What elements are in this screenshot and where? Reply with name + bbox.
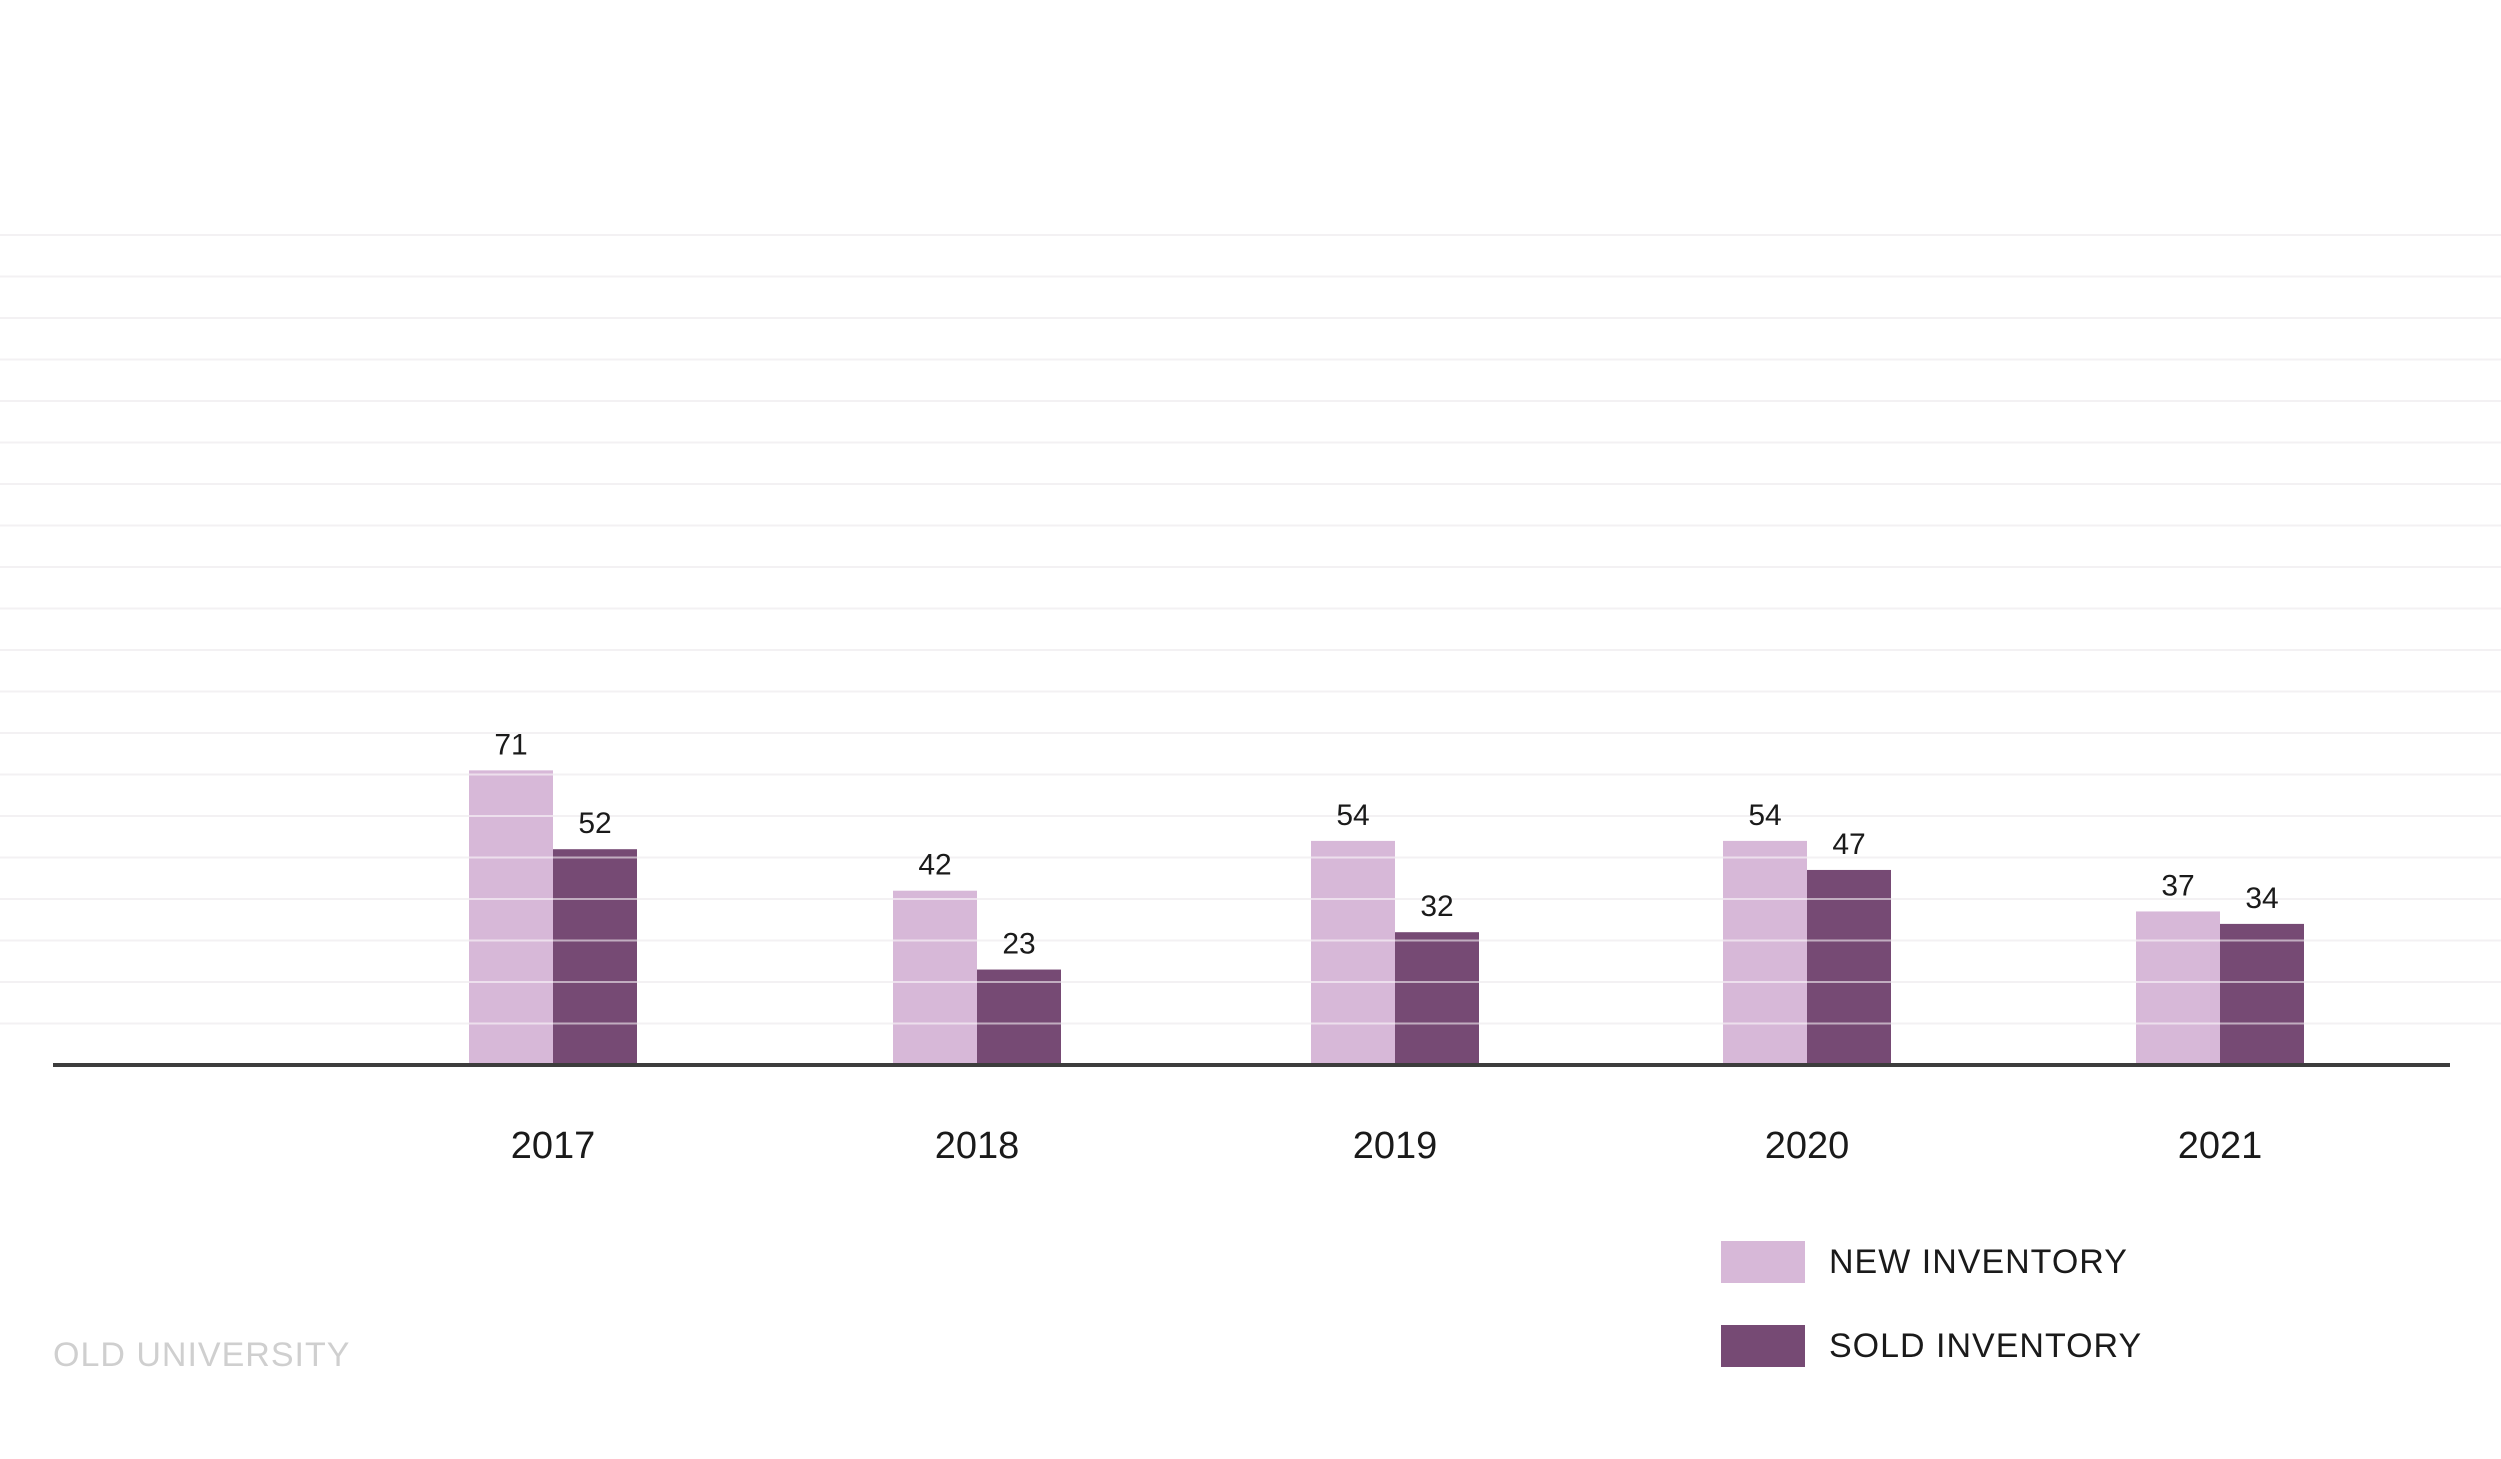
bar-sold-2017 xyxy=(553,849,637,1065)
x-tick-2017: 2017 xyxy=(511,1125,596,1167)
bar-new-2020 xyxy=(1723,840,1807,1065)
bar-sold-2019 xyxy=(1395,932,1479,1065)
data-label-new-2018: 42 xyxy=(918,849,951,882)
bar-sold-2018 xyxy=(977,969,1061,1065)
data-label-sold-2021: 34 xyxy=(2245,882,2278,915)
bar-sold-2020 xyxy=(1807,869,1891,1065)
x-tick-2019: 2019 xyxy=(1353,1125,1438,1167)
data-label-sold-2019: 32 xyxy=(1420,890,1453,923)
legend-item-new: NEW INVENTORY xyxy=(1721,1240,2142,1284)
x-tick-labels: 2017 2018 2019 2020 2021 xyxy=(511,1125,2263,1167)
data-label-new-2017: 71 xyxy=(494,728,527,761)
x-tick-2021: 2021 xyxy=(2178,1125,2263,1167)
legend-label-new: NEW INVENTORY xyxy=(1829,1242,2128,1281)
legend: NEW INVENTORY SOLD INVENTORY xyxy=(1721,1240,2142,1408)
bars xyxy=(469,770,2304,1065)
data-label-sold-2020: 47 xyxy=(1832,828,1865,861)
bar-new-2019 xyxy=(1311,840,1395,1065)
data-label-new-2019: 54 xyxy=(1336,799,1369,832)
legend-label-sold: SOLD INVENTORY xyxy=(1829,1326,2143,1365)
legend-swatch-new xyxy=(1721,1241,1805,1283)
legend-item-sold: SOLD INVENTORY xyxy=(1721,1324,2142,1368)
bar-new-2021 xyxy=(2136,911,2220,1065)
legend-swatch-sold xyxy=(1721,1325,1805,1367)
gridlines xyxy=(0,234,2501,1025)
brand-footer: OLD UNIVERSITY xyxy=(53,1336,351,1374)
x-tick-2018: 2018 xyxy=(935,1125,1020,1167)
x-tick-2020: 2020 xyxy=(1765,1125,1850,1167)
bar-new-2018 xyxy=(893,890,977,1065)
data-label-new-2021: 37 xyxy=(2161,869,2194,902)
data-label-sold-2018: 23 xyxy=(1002,928,1035,961)
bar-sold-2021 xyxy=(2220,923,2304,1065)
data-label-new-2020: 54 xyxy=(1748,799,1781,832)
data-label-sold-2017: 52 xyxy=(578,807,611,840)
bar-new-2017 xyxy=(469,770,553,1065)
data-labels: 71 52 42 23 54 32 54 47 37 34 xyxy=(494,728,2278,960)
